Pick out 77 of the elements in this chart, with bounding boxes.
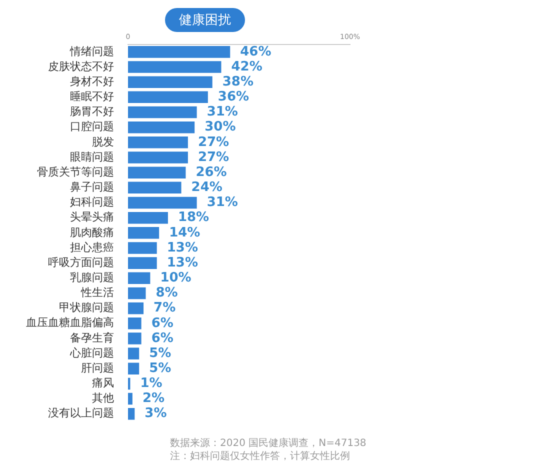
- y-tick-label: 心脏问题: [69, 346, 114, 360]
- y-tick-label: 鼻子问题: [70, 180, 114, 194]
- y-tick-label: 没有以上问题: [48, 406, 114, 420]
- bar: [128, 318, 142, 330]
- bar: [128, 242, 157, 254]
- data-label: 6%: [151, 330, 174, 346]
- chart-title: 健康困扰: [165, 8, 245, 32]
- bar: [128, 121, 195, 134]
- data-label: 10%: [160, 270, 192, 286]
- data-label: 30%: [204, 120, 236, 135]
- bar: [128, 302, 144, 314]
- y-tick-label: 肝问题: [81, 361, 114, 374]
- bar: [128, 272, 150, 284]
- y-tick-label: 性生活: [80, 286, 114, 300]
- bar: [128, 46, 230, 58]
- y-tick-label: 情绪问题: [69, 44, 114, 58]
- data-label: 14%: [169, 225, 200, 240]
- y-tick-label: 脱发: [92, 135, 114, 148]
- bar: [128, 106, 197, 118]
- data-label: 36%: [218, 90, 250, 105]
- y-tick-label: 担心患癌: [70, 240, 114, 254]
- y-tick-label: 乳腺问题: [70, 271, 114, 284]
- bar: [128, 227, 160, 239]
- data-label: 27%: [198, 134, 230, 150]
- bar: [128, 76, 212, 88]
- data-label: 38%: [222, 74, 254, 90]
- data-label: 13%: [166, 240, 198, 256]
- source-note: 数据来源：2020 国民健康调查，N=47138: [170, 437, 366, 450]
- y-tick-label: 睡眠不好: [70, 90, 114, 104]
- y-tick-label: 血压血糖血脂偏高: [26, 316, 114, 330]
- bar: [128, 392, 132, 405]
- data-label: 42%: [231, 59, 262, 74]
- bar: [128, 212, 168, 224]
- y-tick-label: 妇科问题: [70, 196, 114, 209]
- data-label: 7%: [154, 300, 176, 316]
- bar: [128, 257, 157, 269]
- data-label: 8%: [156, 286, 178, 301]
- data-label: 6%: [151, 316, 174, 331]
- bar: [128, 166, 186, 178]
- y-tick-label: 呼吸方面问题: [48, 256, 114, 269]
- data-label: 13%: [166, 255, 198, 270]
- data-label: 3%: [144, 406, 167, 422]
- data-label: 31%: [206, 195, 238, 210]
- bar: [128, 136, 188, 148]
- bar: [128, 182, 182, 194]
- data-label: 27%: [198, 150, 230, 165]
- text: 注：妇科问题仅女性作答，计算女性比例: [170, 450, 351, 463]
- bar: [128, 332, 142, 344]
- bar: [128, 196, 197, 209]
- y-tick-label: 头晕头痛: [70, 210, 114, 224]
- data-label: 24%: [191, 180, 222, 196]
- y-tick-label: 骨质关节等问题: [37, 165, 114, 178]
- y-tick-label: 肌肉酸痛: [70, 226, 114, 239]
- y-tick-label: 眼睛问题: [70, 150, 114, 164]
- y-tick-label: 其他: [92, 392, 114, 405]
- bar: [128, 287, 146, 300]
- data-label: 1%: [140, 376, 162, 392]
- y-tick-label: 痛风: [92, 376, 114, 390]
- bar: [128, 152, 188, 164]
- bar: [128, 362, 140, 374]
- data-label: 5%: [149, 346, 172, 361]
- bar: [128, 61, 222, 73]
- data-label: 26%: [196, 164, 227, 180]
- data-label: 2%: [142, 391, 165, 406]
- y-tick-label: 甲状腺问题: [59, 301, 114, 314]
- bar: [128, 91, 208, 104]
- y-tick-label: 口腔问题: [70, 120, 114, 134]
- y-tick-label: 备孕生育: [70, 331, 114, 344]
- data-label: 5%: [149, 360, 172, 376]
- bar: [128, 408, 135, 420]
- bar: [128, 348, 140, 360]
- y-tick-label: 肠胃不好: [70, 105, 114, 118]
- y-tick-label: 身材不好: [70, 74, 114, 88]
- y-tick-label: 皮肤状态不好: [48, 60, 114, 73]
- data-label: 18%: [178, 210, 210, 226]
- data-label: 31%: [206, 104, 238, 120]
- data-label: 46%: [240, 44, 272, 60]
